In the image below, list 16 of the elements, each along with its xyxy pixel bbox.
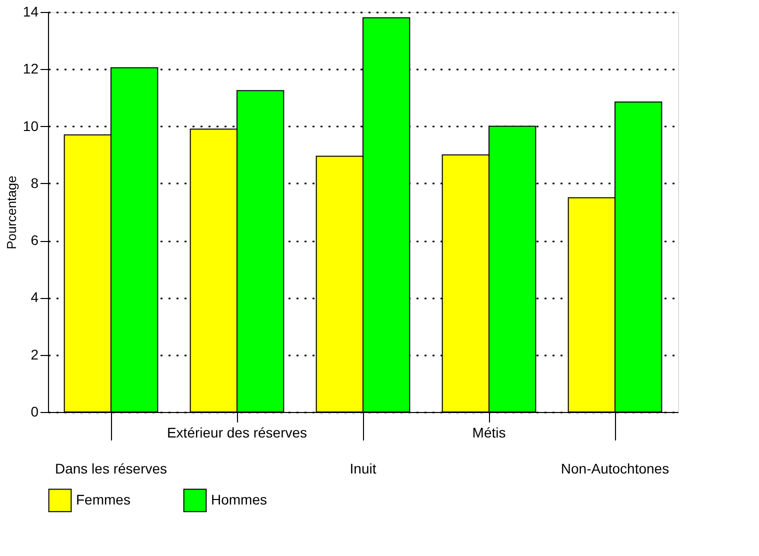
y-tick-label: 6 bbox=[30, 232, 39, 248]
x-tick-label: Métis bbox=[472, 424, 506, 440]
x-tick-label: Inuit bbox=[350, 460, 376, 476]
y-tick-label: 8 bbox=[30, 174, 39, 191]
x-tick-label: Extérieur des réserves bbox=[166, 424, 308, 440]
y-tick-label: 4 bbox=[30, 289, 39, 306]
legend-label: Femmes bbox=[76, 491, 130, 508]
y-tick-label: 0 bbox=[30, 404, 39, 420]
y-tick-label: 2 bbox=[30, 346, 39, 362]
x-tick-label: Non-Autochtones bbox=[560, 460, 670, 476]
y-tick-label: 12 bbox=[22, 60, 39, 77]
x-tick-label: Dans les réserves bbox=[54, 460, 168, 476]
y-tick-label: 10 bbox=[22, 118, 39, 134]
y-axis-title: Pourcentage bbox=[4, 176, 19, 250]
y-tick-label: 14 bbox=[22, 4, 39, 20]
legend-label: Hommes bbox=[211, 491, 268, 508]
